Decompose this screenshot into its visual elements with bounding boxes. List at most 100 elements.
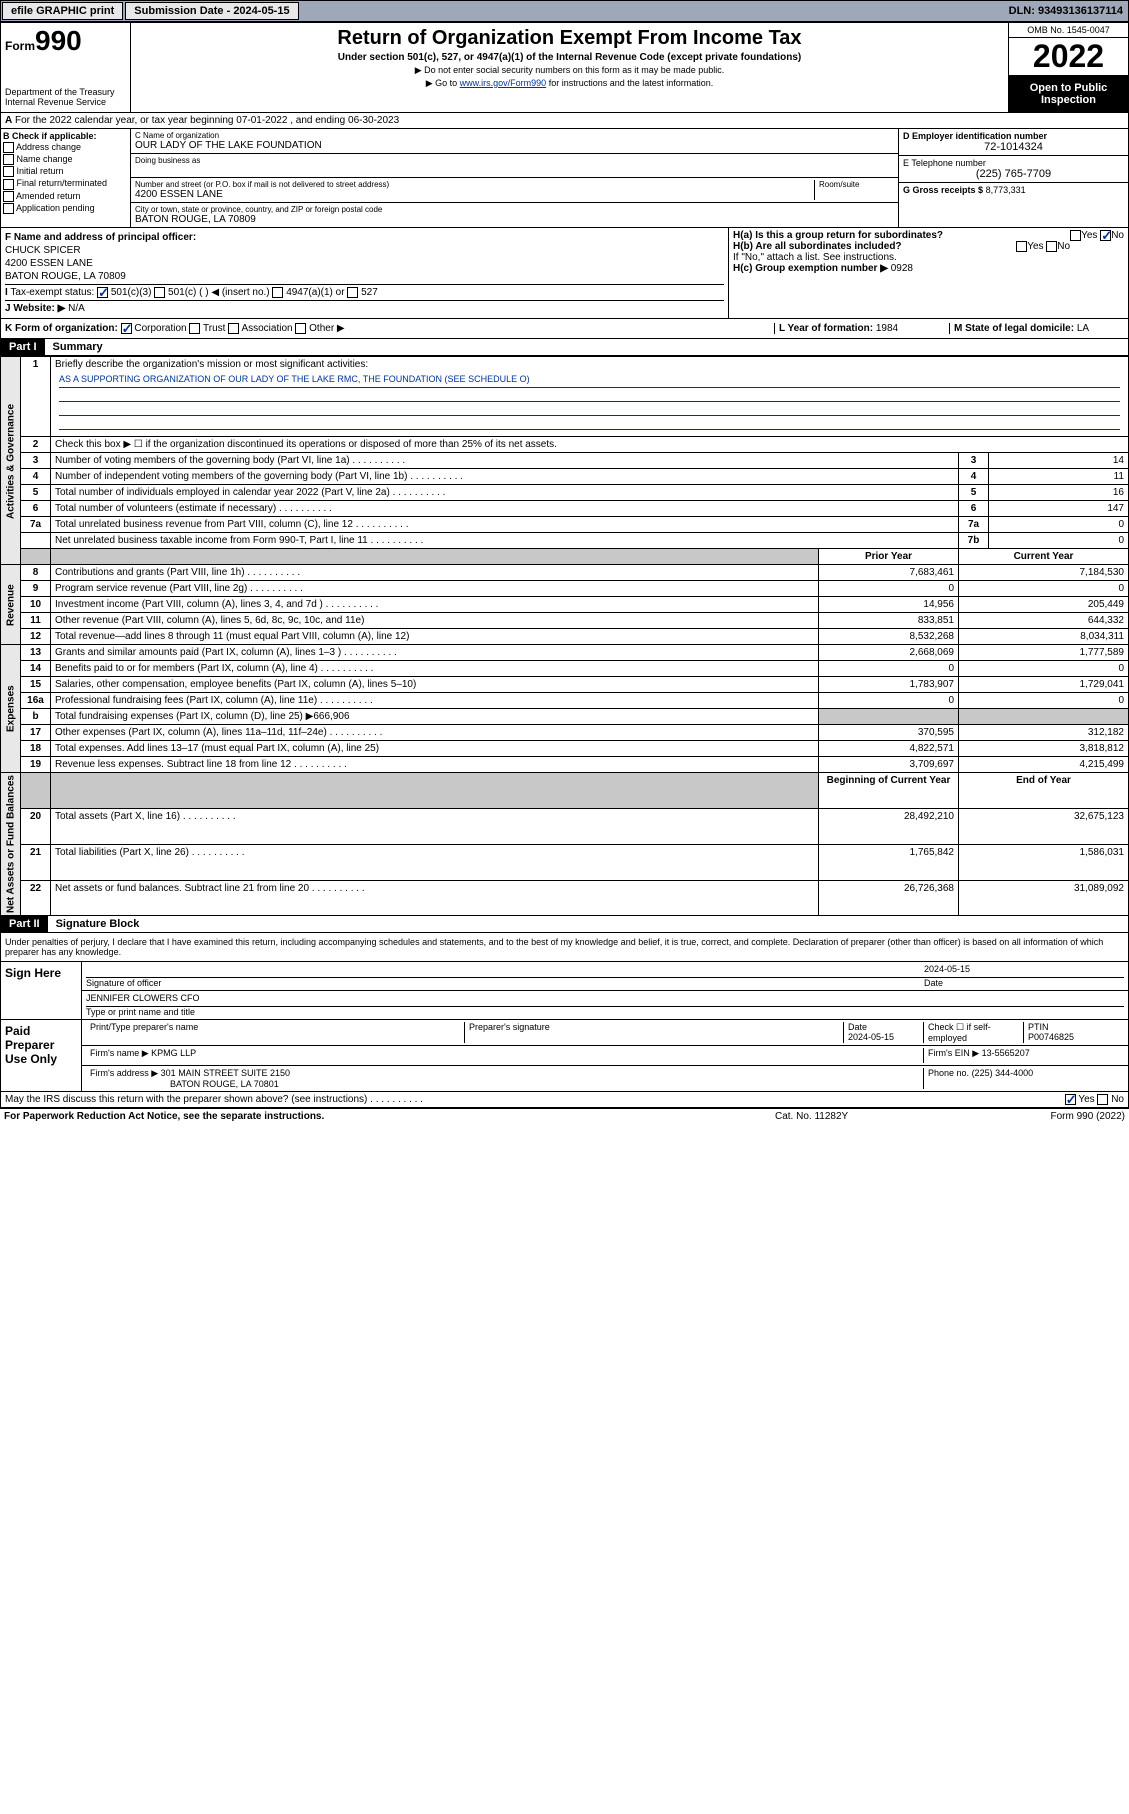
- chk-hb-no[interactable]: [1046, 241, 1057, 252]
- street-label: Number and street (or P.O. box if mail i…: [135, 180, 814, 189]
- form-header: Form990 Department of the Treasury Inter…: [0, 22, 1129, 113]
- part1-header: Part I: [1, 339, 45, 355]
- may-irs-text: May the IRS discuss this return with the…: [5, 1094, 1065, 1105]
- gov-row: 4Number of independent voting members of…: [1, 469, 1129, 485]
- chk-ha-no[interactable]: [1100, 230, 1111, 241]
- i-label: Tax-exempt status:: [10, 287, 94, 298]
- chk-527[interactable]: [347, 287, 358, 298]
- open-public-label: Open to Public Inspection: [1009, 76, 1128, 112]
- chk-name[interactable]: [3, 154, 14, 165]
- firm-addr-label: Firm's address ▶: [90, 1068, 158, 1078]
- sign-here-label: Sign Here: [1, 962, 81, 1019]
- chk-501c3[interactable]: [97, 287, 108, 298]
- officer-name: JENNIFER CLOWERS CFO: [86, 993, 1124, 1007]
- pra-notice: For Paperwork Reduction Act Notice, see …: [4, 1111, 775, 1122]
- form-title: Return of Organization Exempt From Incom…: [135, 27, 1004, 50]
- form-ref: Form 990 (2022): [975, 1111, 1125, 1122]
- prep-name-label: Print/Type preparer's name: [90, 1022, 198, 1032]
- firm-ein-label: Firm's EIN ▶: [928, 1048, 979, 1058]
- section-klm: K Form of organization: Corporation Trus…: [0, 319, 1129, 339]
- tax-year: 2022: [1009, 38, 1128, 76]
- part2-title: Signature Block: [48, 916, 148, 932]
- j-value: N/A: [68, 303, 85, 314]
- m-label: M State of legal domicile:: [954, 323, 1074, 334]
- chk-final[interactable]: [3, 179, 14, 190]
- form-prefix: Form: [5, 39, 35, 53]
- omb-number: OMB No. 1545-0047: [1009, 23, 1128, 38]
- chk-corp[interactable]: [121, 323, 132, 334]
- dept-label: Department of the Treasury Internal Reve…: [5, 87, 126, 107]
- ptin-value: P00746825: [1028, 1032, 1074, 1042]
- ssn-note: ▶ Do not enter social security numbers o…: [135, 65, 1004, 76]
- end-year-header: End of Year: [959, 773, 1129, 809]
- section-bcd: B Check if applicable: Address change Na…: [0, 129, 1129, 228]
- irs-link[interactable]: www.irs.gov/Form990: [460, 78, 547, 88]
- hc-label: H(c) Group exemption number ▶: [733, 263, 888, 274]
- q2-text: Check this box ▶ ☐ if the organization d…: [51, 437, 1129, 453]
- declaration: Under penalties of perjury, I declare th…: [0, 933, 1129, 962]
- chk-pending[interactable]: [3, 203, 14, 214]
- chk-assoc[interactable]: [228, 323, 239, 334]
- f-street: 4200 ESSEN LANE: [5, 258, 724, 269]
- row-a: A For the 2022 calendar year, or tax yea…: [0, 113, 1129, 129]
- type-name-label: Type or print name and title: [86, 1007, 195, 1017]
- paid-prep-label: Paid Preparer Use Only: [1, 1020, 81, 1091]
- l-value: 1984: [876, 323, 898, 334]
- goto-post: for instructions and the latest informat…: [546, 78, 713, 88]
- footer: For Paperwork Reduction Act Notice, see …: [0, 1108, 1129, 1124]
- col-d: D Employer identification number72-10143…: [898, 129, 1128, 227]
- city-label: City or town, state or province, country…: [135, 205, 894, 214]
- section-fijk: F Name and address of principal officer:…: [0, 228, 1129, 319]
- chk-irs-yes[interactable]: [1065, 1094, 1076, 1105]
- l-label: L Year of formation:: [779, 323, 873, 334]
- firm-ein: 13-5565207: [982, 1048, 1030, 1058]
- chk-other[interactable]: [295, 323, 306, 334]
- dln-label: DLN: 93493136137114: [1009, 5, 1127, 17]
- city-value: BATON ROUGE, LA 70809: [135, 214, 894, 225]
- chk-ha-yes[interactable]: [1070, 230, 1081, 241]
- j-label: Website: ▶: [13, 303, 65, 314]
- top-bar: efile GRAPHIC print Submission Date - 20…: [0, 0, 1129, 22]
- side-governance: Activities & Governance: [1, 357, 21, 565]
- efile-button[interactable]: efile GRAPHIC print: [2, 2, 123, 20]
- chk-501c[interactable]: [154, 287, 165, 298]
- ptin-label: PTIN: [1028, 1022, 1049, 1032]
- f-city: BATON ROUGE, LA 70809: [5, 271, 724, 282]
- firm-name-label: Firm's name ▶: [90, 1048, 149, 1058]
- side-expenses: Expenses: [1, 645, 21, 773]
- check-if-self: Check ☐ if self-employed: [924, 1022, 1024, 1043]
- col-c: C Name of organizationOUR LADY OF THE LA…: [131, 129, 898, 227]
- chk-hb-yes[interactable]: [1016, 241, 1027, 252]
- sig-officer-label: Signature of officer: [86, 978, 161, 988]
- firm-phone: (225) 344-4000: [972, 1068, 1034, 1078]
- col-b-header: B Check if applicable:: [3, 131, 97, 141]
- form-subtitle: Under section 501(c), 527, or 4947(a)(1)…: [135, 52, 1004, 63]
- summary-table: Activities & Governance 1 Briefly descri…: [0, 356, 1129, 916]
- org-name-label: C Name of organization: [135, 131, 894, 140]
- gov-row: 5Total number of individuals employed in…: [1, 485, 1129, 501]
- chk-address[interactable]: [3, 142, 14, 153]
- gov-row: 7aTotal unrelated business revenue from …: [1, 517, 1129, 533]
- gov-row: 6Total number of volunteers (estimate if…: [1, 501, 1129, 517]
- chk-amended[interactable]: [3, 191, 14, 202]
- chk-initial[interactable]: [3, 166, 14, 177]
- firm-phone-label: Phone no.: [928, 1068, 969, 1078]
- phone-value: (225) 765-7709: [903, 168, 1124, 180]
- firm-addr2: BATON ROUGE, LA 70801: [170, 1079, 279, 1089]
- hb-label: H(b) Are all subordinates included?: [733, 241, 902, 252]
- gov-row: Net unrelated business taxable income fr…: [1, 533, 1129, 549]
- ein-value: 72-1014324: [903, 141, 1124, 153]
- paid-prep-row: Paid Preparer Use Only Print/Type prepar…: [0, 1020, 1129, 1092]
- prep-date: 2024-05-15: [848, 1032, 894, 1042]
- k-label: K Form of organization:: [5, 323, 118, 334]
- chk-irs-no[interactable]: [1097, 1094, 1108, 1105]
- mission-text: AS A SUPPORTING ORGANIZATION OF OUR LADY…: [59, 374, 1120, 388]
- form-number: 990: [35, 25, 82, 56]
- chk-4947[interactable]: [272, 287, 283, 298]
- hb-note: If "No," attach a list. See instructions…: [733, 252, 1124, 263]
- q1-label: Briefly describe the organization's miss…: [55, 359, 368, 370]
- street-value: 4200 ESSEN LANE: [135, 189, 814, 200]
- chk-trust[interactable]: [189, 323, 200, 334]
- col-b: B Check if applicable: Address change Na…: [1, 129, 131, 227]
- sign-here-row: Sign Here Signature of officer2024-05-15…: [0, 962, 1129, 1020]
